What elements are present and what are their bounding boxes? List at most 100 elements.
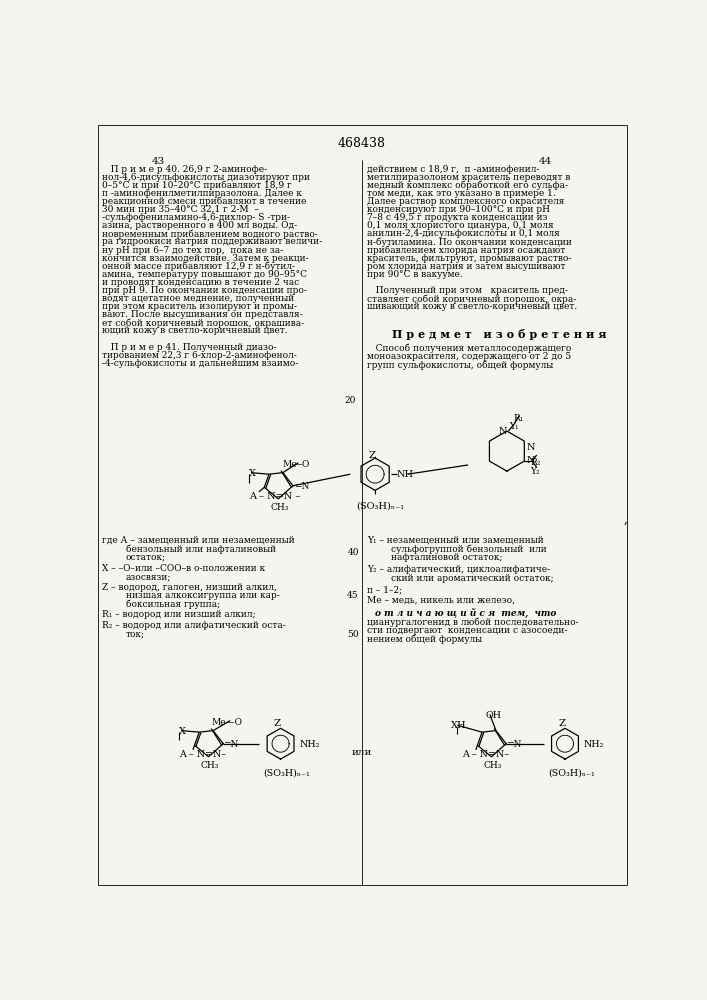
Text: метилпиразолоном краситель переводят в: метилпиразолоном краситель переводят в xyxy=(368,173,571,182)
Text: ром хлорида натрия и затем высушивают: ром хлорида натрия и затем высушивают xyxy=(368,262,566,271)
Text: о т л и ч а ю щ и й с я  тем,  что: о т л и ч а ю щ и й с я тем, что xyxy=(375,608,556,618)
Text: ток;: ток; xyxy=(126,630,144,639)
Text: сульфогруппой бензольный  или: сульфогруппой бензольный или xyxy=(391,544,547,554)
Text: Z – водород, галоген, низший алкил,: Z – водород, галоген, низший алкил, xyxy=(103,583,277,592)
Text: R₂ – водород или алифатический оста-: R₂ – водород или алифатический оста- xyxy=(103,621,286,630)
Text: N: N xyxy=(498,427,507,436)
Text: 30 мин при 35–40°С 32,1 г 2-М  –: 30 мин при 35–40°С 32,1 г 2-М – xyxy=(103,205,259,214)
Text: медный комплекс обработкой его сульфа-: медный комплекс обработкой его сульфа- xyxy=(368,181,568,190)
Text: амина, температуру повышают до 90–95°С: амина, температуру повышают до 90–95°С xyxy=(103,270,308,279)
Text: азина, растворенного в 400 мл воды. Од-: азина, растворенного в 400 мл воды. Од- xyxy=(103,221,298,230)
Text: R₁ – водород или низший алкил;: R₁ – водород или низший алкил; xyxy=(103,610,256,619)
Text: =N: =N xyxy=(506,740,522,749)
Text: Y₂ – алифатический, циклоалифатиче-: Y₂ – алифатический, циклоалифатиче- xyxy=(368,565,551,574)
Text: П р и м е р 40. 26,9 г 2-аминофе-: П р и м е р 40. 26,9 г 2-аминофе- xyxy=(103,165,267,174)
Text: сти подвергают  конденсации с азосоеди-: сти подвергают конденсации с азосоеди- xyxy=(368,626,568,635)
Text: ставляет собой коричневый порошок, окра-: ставляет собой коричневый порошок, окра- xyxy=(368,294,577,304)
Text: 0,1 моля хлористого цианура, 0,1 моля: 0,1 моля хлористого цианура, 0,1 моля xyxy=(368,221,554,230)
Text: Me—O: Me—O xyxy=(211,718,243,727)
Text: моноазокрасителя, содержащего от 2 до 5: моноазокрасителя, содержащего от 2 до 5 xyxy=(368,352,572,361)
Text: 50: 50 xyxy=(347,630,359,639)
Text: ющий кожу в светло-коричневый цвет.: ющий кожу в светло-коричневый цвет. xyxy=(103,326,288,335)
Text: ну рН при 6–7 до тех пор,  пока не за-: ну рН при 6–7 до тех пор, пока не за- xyxy=(103,246,284,255)
Text: ра гидроокиси натрия поддерживают величи-: ра гидроокиси натрия поддерживают величи… xyxy=(103,237,322,246)
Text: при этом краситель изолируют и промы-: при этом краситель изолируют и промы- xyxy=(103,302,298,311)
Text: ет собой коричневый порошок, окрашива-: ет собой коричневый порошок, окрашива- xyxy=(103,318,305,328)
Text: кончится взаимодействие. Затем к реакци-: кончится взаимодействие. Затем к реакци- xyxy=(103,254,309,263)
Text: N: N xyxy=(527,456,535,465)
Text: бензольный или нафталиновый: бензольный или нафталиновый xyxy=(126,544,276,554)
Text: П р е д м е т   и з о б р е т е н и я: П р е д м е т и з о б р е т е н и я xyxy=(392,329,607,340)
Text: —O: —O xyxy=(293,460,310,469)
Text: X – –O–или –COO–в о-положении к: X – –O–или –COO–в о-положении к xyxy=(103,564,265,573)
Text: =N: =N xyxy=(223,740,238,749)
Text: Z: Z xyxy=(559,719,566,728)
Text: водят ацетатное меднение, полученный: водят ацетатное меднение, полученный xyxy=(103,294,295,303)
Text: при 90°С в вакууме.: при 90°С в вакууме. xyxy=(368,270,463,279)
Text: цианургалогенид в любой последовательно-: цианургалогенид в любой последовательно- xyxy=(368,617,579,627)
Text: N: N xyxy=(527,443,535,452)
Text: X: X xyxy=(249,469,256,478)
Text: XH: XH xyxy=(451,721,467,730)
Text: или: или xyxy=(352,748,372,757)
Text: п -аминофенилметилпиразолона. Далее к: п -аминофенилметилпиразолона. Далее к xyxy=(103,189,302,198)
Text: Полученный при этом   краситель пред-: Полученный при этом краситель пред- xyxy=(368,286,568,295)
Text: тированием 22,3 г 6-хлор-2-аминофенол-: тированием 22,3 г 6-хлор-2-аминофенол- xyxy=(103,351,297,360)
Text: 45: 45 xyxy=(347,591,359,600)
Text: групп сульфокислоты, общей формулы: групп сульфокислоты, общей формулы xyxy=(368,360,554,370)
Text: 468438: 468438 xyxy=(338,137,386,150)
Text: R₂: R₂ xyxy=(530,458,541,467)
Text: Me: Me xyxy=(282,460,297,469)
Text: конденсируют при 90–100°С и при рН: конденсируют при 90–100°С и при рН xyxy=(368,205,550,214)
Text: OH: OH xyxy=(485,711,501,720)
Text: 20: 20 xyxy=(344,396,356,405)
Text: NH₂: NH₂ xyxy=(299,740,320,749)
Text: П р и м е р 41. Полученный диазо-: П р и м е р 41. Полученный диазо- xyxy=(103,343,277,352)
Text: A – N=N–: A – N=N– xyxy=(179,750,226,759)
Text: 43: 43 xyxy=(151,157,165,166)
Text: и проводят конденсацию в течение 2 час: и проводят конденсацию в течение 2 час xyxy=(103,278,300,287)
Text: Y₂: Y₂ xyxy=(530,467,540,476)
Text: ,: , xyxy=(623,513,627,526)
Text: X: X xyxy=(179,727,186,736)
Text: Далее раствор комплексного окрасителя: Далее раствор комплексного окрасителя xyxy=(368,197,565,206)
Text: остаток;: остаток; xyxy=(126,553,165,562)
Text: CH₃: CH₃ xyxy=(201,761,219,770)
Text: Способ получения металлосодержащего: Способ получения металлосодержащего xyxy=(368,343,572,353)
Text: действием с 18,9 г,  п -аминофенил-: действием с 18,9 г, п -аминофенил- xyxy=(368,165,539,174)
Text: том меди, как это указано в примере 1.: том меди, как это указано в примере 1. xyxy=(368,189,556,198)
Text: 44: 44 xyxy=(539,157,552,166)
Text: азосвязи;: азосвязи; xyxy=(126,572,171,581)
Text: где А – замещенный или незамещенный: где А – замещенный или незамещенный xyxy=(103,536,295,545)
Text: Z: Z xyxy=(274,719,281,728)
Text: (SO₃H)ₙ₋₁: (SO₃H)ₙ₋₁ xyxy=(548,768,595,777)
Text: вают. После высушивания он представля-: вают. После высушивания он представля- xyxy=(103,310,303,319)
Text: 7–8 с 49,5 г продукта конденсации из: 7–8 с 49,5 г продукта конденсации из xyxy=(368,213,548,222)
Text: CH₃: CH₃ xyxy=(484,761,502,770)
Text: низшая алкоксигруппа или кар-: низшая алкоксигруппа или кар- xyxy=(126,591,279,600)
Text: 0–5°С и при 10–20°С прибавляют 18,9 г: 0–5°С и при 10–20°С прибавляют 18,9 г xyxy=(103,181,292,190)
Text: п – 1–2;: п – 1–2; xyxy=(368,585,402,594)
Text: боксильная группа;: боксильная группа; xyxy=(126,600,220,609)
Text: =N: =N xyxy=(293,482,309,491)
Text: NH: NH xyxy=(397,470,414,479)
Text: -сульфофениламино-4,6-дихлор- S -три-: -сульфофениламино-4,6-дихлор- S -три- xyxy=(103,213,291,222)
Text: анилин-2,4-дисульфокислоты и 0,1 моля: анилин-2,4-дисульфокислоты и 0,1 моля xyxy=(368,229,560,238)
Text: R₁: R₁ xyxy=(513,414,523,423)
Text: Ме – медь, никель или железо,: Ме – медь, никель или железо, xyxy=(368,596,515,605)
Text: 40: 40 xyxy=(347,548,359,557)
Text: новременным прибавлением водного раство-: новременным прибавлением водного раство- xyxy=(103,229,318,239)
Text: A – N=N –: A – N=N – xyxy=(249,492,300,501)
Text: прибавлением хлорида натрия осаждают: прибавлением хлорида натрия осаждают xyxy=(368,246,566,255)
Text: A – N=N–: A – N=N– xyxy=(462,750,509,759)
Text: Y₁ – незамещенный или замещенный: Y₁ – незамещенный или замещенный xyxy=(368,536,544,545)
Text: NH₂: NH₂ xyxy=(583,740,604,749)
Text: н-бутиламина. По окончании конденсации: н-бутиламина. По окончании конденсации xyxy=(368,237,572,247)
Text: CH₃: CH₃ xyxy=(271,503,289,512)
Text: (SO₃H)ₙ₋₁: (SO₃H)ₙ₋₁ xyxy=(356,502,404,511)
Text: при рН 9. По окончании конденсации про-: при рН 9. По окончании конденсации про- xyxy=(103,286,308,295)
Text: реакционной смеси прибавляют в течение: реакционной смеси прибавляют в течение xyxy=(103,197,307,207)
Text: краситель, фильтруют, промывают раство-: краситель, фильтруют, промывают раство- xyxy=(368,254,572,263)
Text: нафталиновой остаток;: нафталиновой остаток; xyxy=(391,553,502,562)
Text: -4-сульфокислоты и дальнейшим взаимо-: -4-сульфокислоты и дальнейшим взаимо- xyxy=(103,359,298,368)
